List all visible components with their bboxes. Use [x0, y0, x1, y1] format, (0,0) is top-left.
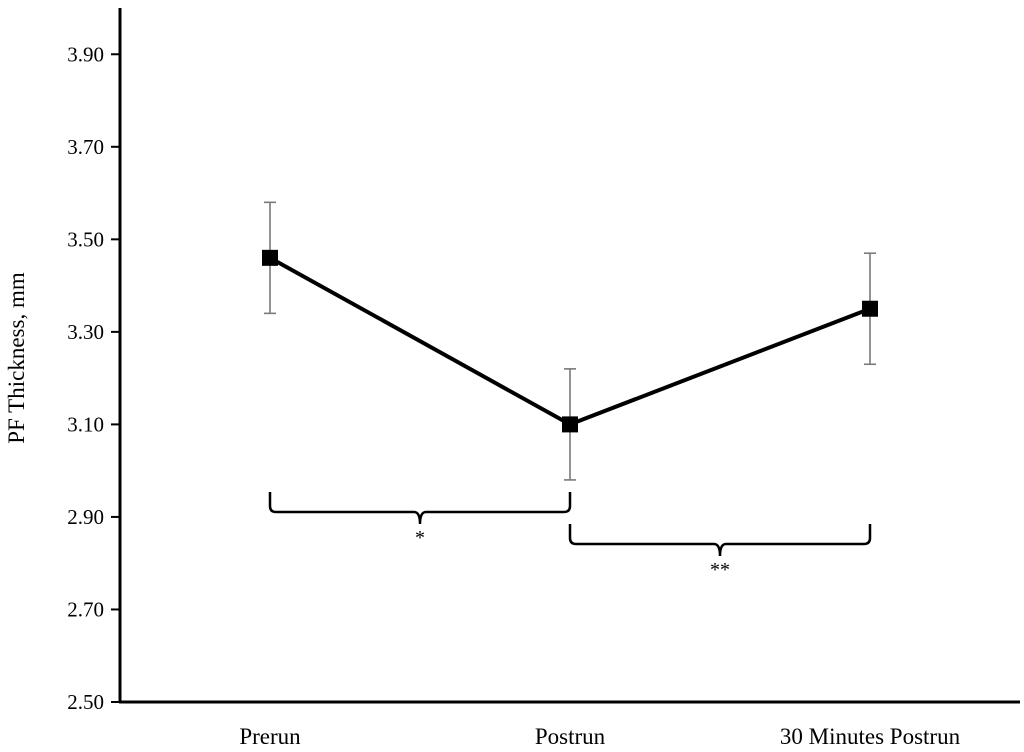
- data-point-marker: [262, 249, 278, 266]
- x-category-label: Prerun: [239, 724, 301, 749]
- significance-brackets: ***: [268, 492, 872, 581]
- y-tick-label: 2.50: [67, 690, 104, 714]
- x-category-label: Postrun: [535, 724, 606, 749]
- y-tick-label: 3.90: [67, 42, 104, 66]
- y-tick-label: 2.90: [67, 505, 104, 529]
- y-tick-label: 3.70: [67, 135, 104, 159]
- y-axis-ticks: 2.50 2.70 2.90 3.10 3.30 3.50 3.70 3.90: [67, 42, 120, 714]
- significance-label: **: [710, 559, 730, 581]
- y-tick-label: 2.70: [67, 597, 104, 621]
- series-group: [262, 201, 878, 481]
- y-tick-label: 3.50: [67, 227, 104, 251]
- y-tick-label: 3.30: [67, 320, 104, 344]
- data-point-marker: [562, 416, 578, 433]
- y-axis-label: PF Thickness, mm: [4, 272, 29, 444]
- y-tick-label: 3.10: [67, 412, 104, 436]
- data-point-marker: [862, 300, 878, 317]
- significance-label: *: [415, 527, 425, 549]
- x-category-label: 30 Minutes Postrun: [780, 724, 961, 749]
- x-axis-labels: Prerun Postrun 30 Minutes Postrun: [239, 724, 960, 749]
- significance-bracket: [268, 492, 572, 525]
- significance-bracket: [568, 524, 872, 557]
